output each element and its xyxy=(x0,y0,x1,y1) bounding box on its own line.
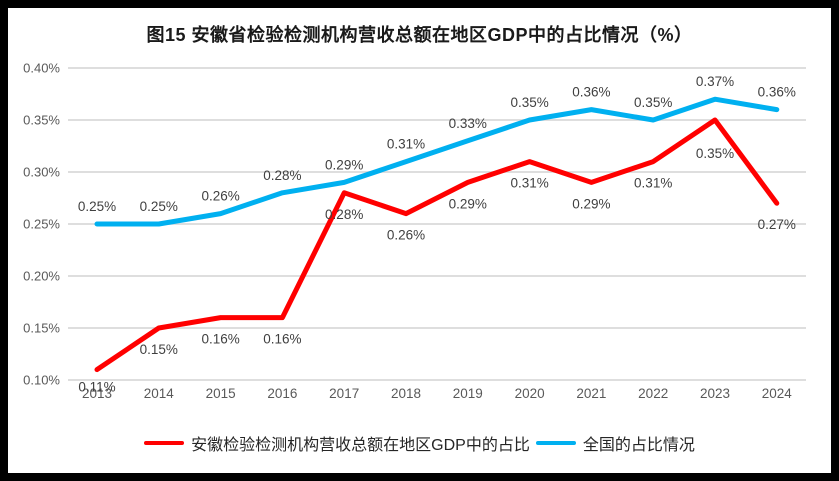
y-tick-label: 0.25% xyxy=(23,217,60,232)
y-tick-label: 0.40% xyxy=(23,61,60,76)
data-label-anhui: 0.11% xyxy=(78,380,115,395)
x-tick-label: 2019 xyxy=(453,386,483,401)
x-tick-label: 2023 xyxy=(700,386,730,401)
legend-label-anhui: 安徽检验检测机构营收总额在地区GDP中的占比 xyxy=(191,437,530,454)
x-tick-label: 2013 xyxy=(82,386,112,401)
national-line-swatch xyxy=(535,440,576,446)
x-tick-label: 2018 xyxy=(391,386,421,401)
data-label-anhui: 0.15% xyxy=(140,342,178,357)
x-tick-label: 2014 xyxy=(144,386,175,401)
chart-area: 图15 安徽省检验检测机构营收总额在地区GDP中的占比情况（%） 0.40% 0.… xyxy=(8,8,831,473)
x-tick-label: 2016 xyxy=(267,386,297,401)
legend-label-national: 全国的占比情况 xyxy=(582,437,695,454)
line-chart: 0.40% 0.35% 0.30% 0.25% 0.20% 0.15% 0.10% 2013 2… xyxy=(23,61,806,401)
data-label-national: 0.37% xyxy=(696,74,734,89)
x-tick-label: 2024 xyxy=(762,386,793,401)
data-label-anhui: 0.29% xyxy=(449,196,487,211)
data-label-anhui: 0.16% xyxy=(263,332,301,347)
x-tick-label: 2022 xyxy=(638,386,668,401)
data-label-national: 0.36% xyxy=(572,85,610,100)
series-line-anhui xyxy=(94,117,780,373)
data-label-anhui: 0.31% xyxy=(634,176,672,191)
x-tick-label: 2015 xyxy=(206,386,236,401)
anhui-line-swatch xyxy=(144,440,185,446)
data-label-anhui: 0.28% xyxy=(325,207,363,222)
y-tick-label: 0.10% xyxy=(23,373,60,388)
data-label-anhui: 0.16% xyxy=(201,332,239,347)
data-label-anhui: 0.26% xyxy=(387,228,425,243)
y-tick-label: 0.15% xyxy=(23,321,60,336)
legend-item-anhui: 安徽检验检测机构营收总额在地区GDP中的占比 xyxy=(144,431,530,455)
data-label-national: 0.35% xyxy=(634,95,672,110)
data-label-national: 0.28% xyxy=(263,168,301,183)
legend-item-national: 全国的占比情况 xyxy=(535,431,695,455)
data-label-national: 0.35% xyxy=(510,95,548,110)
chart-legend: 安徽检验检测机构营收总额在地区GDP中的占比 全国的占比情况 xyxy=(8,428,831,458)
data-label-national: 0.25% xyxy=(140,199,178,214)
data-label-national: 0.29% xyxy=(325,157,363,172)
series-line-national xyxy=(94,96,780,227)
x-tick-label: 2017 xyxy=(329,386,359,401)
data-label-anhui: 0.27% xyxy=(758,217,796,232)
x-tick-label: 2021 xyxy=(576,386,606,401)
data-label-national: 0.26% xyxy=(201,189,239,204)
y-tick-label: 0.30% xyxy=(23,165,60,180)
y-tick-label: 0.20% xyxy=(23,269,60,284)
data-label-anhui: 0.29% xyxy=(572,196,610,211)
data-label-national: 0.33% xyxy=(449,116,487,131)
data-label-national: 0.25% xyxy=(78,199,116,214)
data-label-national: 0.31% xyxy=(387,137,425,152)
data-label-anhui: 0.31% xyxy=(510,176,548,191)
chart-title: 图15 安徽省检验检测机构营收总额在地区GDP中的占比情况（%） xyxy=(146,25,693,45)
data-label-national: 0.36% xyxy=(758,85,796,100)
y-tick-label: 0.35% xyxy=(23,113,60,128)
x-tick-label: 2020 xyxy=(515,386,545,401)
data-label-anhui: 0.35% xyxy=(696,146,734,161)
